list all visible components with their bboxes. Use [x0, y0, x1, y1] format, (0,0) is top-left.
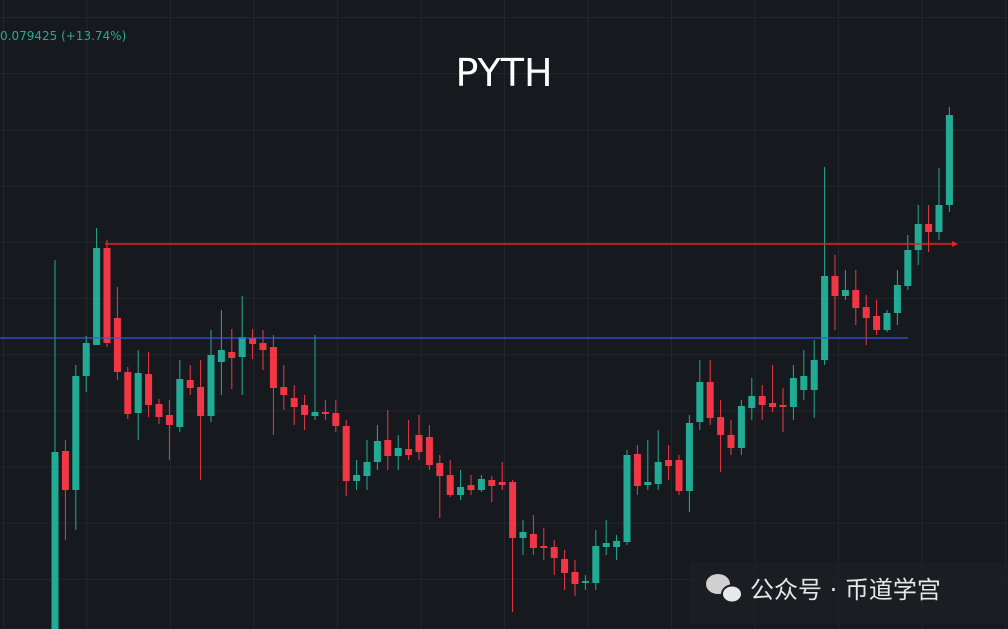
candle-body [384, 440, 392, 456]
chart-title: PYTH [455, 51, 552, 95]
candle-body [893, 285, 901, 313]
candle-body [945, 115, 953, 205]
candle-body [228, 352, 236, 358]
candle-body [259, 343, 267, 350]
candle-body [82, 343, 90, 376]
candle-body [519, 532, 527, 538]
candle-body [509, 482, 517, 538]
candle-body [311, 412, 319, 416]
candle-body [498, 482, 506, 485]
candle-body [415, 435, 423, 452]
candle-body [103, 248, 111, 343]
watermark: 公众号 · 币道学宫 [750, 576, 941, 604]
candle-body [550, 547, 558, 558]
candle-body [633, 454, 641, 486]
candle-body [810, 360, 818, 390]
candle-body [290, 398, 298, 407]
candle-body [540, 546, 548, 548]
candle-body [145, 374, 153, 405]
candle-body [717, 417, 725, 435]
candle-body [873, 316, 881, 330]
candle-body [685, 423, 693, 491]
price-label: 0.079425 (+13.74%) [0, 29, 126, 43]
watermark-bg [690, 562, 1008, 624]
candle-body [904, 250, 912, 286]
candle-body [675, 460, 683, 491]
candle-body [301, 405, 309, 415]
candle-body [789, 378, 797, 407]
candle-body [758, 396, 766, 405]
candle-body [737, 406, 745, 448]
candle-body [841, 290, 849, 296]
candle-body [477, 479, 485, 490]
candle-body [113, 318, 121, 372]
candles [51, 107, 953, 629]
candle-body [654, 462, 662, 484]
candle-body [581, 581, 589, 583]
candle-body [425, 437, 433, 465]
candle-body [602, 543, 610, 547]
candle-body [269, 347, 277, 388]
candle-body [124, 372, 132, 414]
candle-body [405, 449, 413, 455]
candle-body [488, 480, 496, 486]
candle-body [332, 413, 340, 426]
candle-body [706, 382, 714, 418]
candle-body [779, 405, 787, 407]
candle-body [696, 382, 704, 422]
candle-body [373, 441, 381, 462]
candle-body [613, 541, 621, 547]
candle-body [238, 337, 246, 357]
candle-body [186, 380, 194, 388]
candle-body [862, 307, 870, 318]
candle-body [155, 404, 163, 417]
candle-body [883, 313, 891, 330]
candle-body [821, 276, 829, 360]
candle-body [72, 376, 80, 490]
candle-body [353, 475, 361, 481]
candle-body [852, 290, 860, 308]
candle-body [644, 482, 652, 485]
candle-body [571, 572, 579, 584]
candle-body [935, 205, 943, 232]
candle-body [249, 338, 257, 344]
candle-body [61, 451, 69, 490]
candle-body [800, 376, 808, 390]
candle-body [561, 559, 569, 573]
candle-body [197, 387, 205, 416]
candle-body [51, 452, 59, 629]
candle-body [592, 546, 600, 583]
candle-body [925, 224, 933, 232]
candle-body [436, 463, 444, 476]
candle-body [217, 350, 225, 362]
candle-body [134, 373, 142, 413]
candle-body [914, 224, 922, 250]
candle-body [623, 455, 631, 542]
candle-body [176, 379, 184, 427]
candle-body [831, 276, 839, 296]
wechat-icon [706, 574, 743, 604]
candle-body [467, 485, 475, 490]
candle-body [748, 396, 756, 408]
candle-body [457, 487, 465, 495]
candle-body [446, 475, 454, 495]
candle-body [769, 403, 777, 407]
candle-body [727, 435, 735, 448]
candle-body [165, 415, 173, 425]
candle-body [207, 355, 215, 416]
candle-body [665, 460, 673, 466]
candle-body [342, 426, 350, 481]
candle-body [363, 462, 371, 476]
candle-body [529, 534, 537, 548]
candle-body [280, 387, 288, 395]
arrow-head [952, 241, 958, 247]
candle-body [93, 248, 101, 345]
candle-body [394, 448, 402, 456]
candle-body [321, 412, 329, 414]
